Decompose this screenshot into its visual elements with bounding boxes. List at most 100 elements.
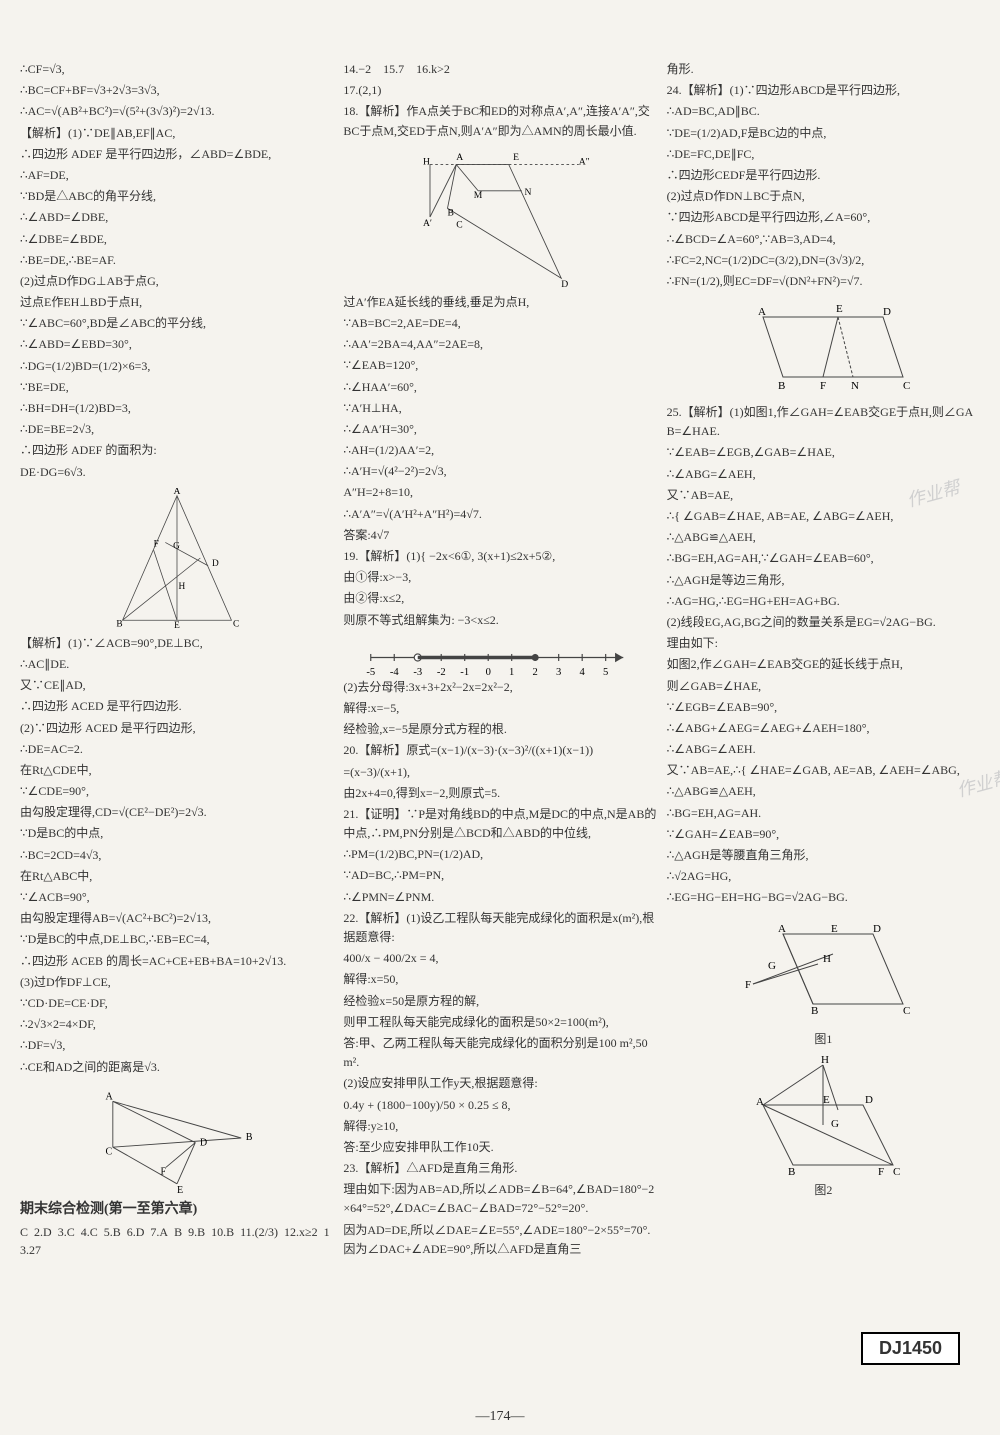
text-line: ∴BC=2CD=4√3, (20, 846, 333, 865)
column-3: 角形. 24.【解析】(1)∵四边形ABCD是平行四边形, ∴AD=BC,AD∥BC… (667, 60, 980, 1261)
text-line: 25.【解析】(1)如图1,作∠GAH=∠EAB交GE于点H,则∠GAB=∠HA… (667, 403, 980, 441)
svg-text:5: 5 (603, 667, 608, 678)
text-line: ∴∠DBE=∠BDE, (20, 230, 333, 249)
svg-text:C: C (903, 380, 910, 392)
text-line: ∴AD=BC,AD∥BC. (667, 102, 980, 121)
text-line: ∵D是BC的中点,DE⊥BC,∴EB=EC=4, (20, 930, 333, 949)
text-line: ∴△AGH是等边三角形, (667, 571, 980, 590)
text-line: 经检验,x=−5是原分式方程的根. (343, 720, 656, 739)
svg-text:N: N (524, 187, 531, 198)
text-line: ∴DE=BE=2√3, (20, 420, 333, 439)
text-line: ∴AC∥DE. (20, 655, 333, 674)
svg-text:4: 4 (580, 667, 586, 678)
answer-item: 9.B (188, 1225, 205, 1239)
text-line: 角形. (667, 60, 980, 79)
text-line: 24.【解析】(1)∵四边形ABCD是平行四边形, (667, 81, 980, 100)
text-line: 19.【解析】(1){ −2x<6①, 3(x+1)≤2x+5②, (343, 547, 656, 566)
text-line: ∴△ABG≌△AEH, (667, 528, 980, 547)
text-line: 22.【解析】(1)设乙工程队每天能完成绿化的面积是x(m²),根据题意得: (343, 909, 656, 947)
text-line: ∵AD=BC,∴PM=PN, (343, 866, 656, 885)
text-line: ∴AC=√(AB²+BC²)=√(5²+(3√3)²)=2√13. (20, 102, 333, 121)
text-line: 在Rt△ABC中, (20, 867, 333, 886)
text-line: ∴∠ABD=∠EBD=30°, (20, 335, 333, 354)
svg-text:G: G (768, 960, 776, 972)
svg-text:-5: -5 (366, 667, 375, 678)
text-line: ∴四边形 ADEF 是平行四边形，∠ABD=∠BDE, (20, 145, 333, 164)
answer-item: 6.D (127, 1225, 145, 1239)
svg-text:D: D (212, 559, 219, 569)
figure-parallelogram-1: A C B D E F (36, 1083, 318, 1193)
svg-text:B: B (788, 1166, 795, 1175)
page-number: —174— (476, 1409, 525, 1425)
svg-text:B: B (778, 380, 785, 392)
text-line: 20.【解析】原式=(x−1)/(x−3)·(x−3)²/((x+1)(x−1)… (343, 741, 656, 760)
svg-text:A: A (105, 1091, 113, 1102)
svg-text:M: M (474, 190, 483, 201)
figure-parallelogram-2: A D E B F N C (682, 297, 964, 397)
text-line: 解得:y≥10, (343, 1117, 656, 1136)
text-line: ∴DF=√3, (20, 1036, 333, 1055)
svg-text:B: B (811, 1005, 818, 1017)
column-2: 14.−2 15.7 16.k>217.(2,1)18.【解析】作A点关于BC和… (343, 60, 656, 1261)
text-line: ∴∠PMN=∠PNM. (343, 888, 656, 907)
text-line: ∴∠ABD=∠DBE, (20, 208, 333, 227)
text-line: ∴四边形 ACEB 的周长=AC+CE+EB+BA=10+2√13. (20, 952, 333, 971)
text-line: 经检验x=50是原方程的解, (343, 992, 656, 1011)
text-line: (2)线段EG,AG,BG之间的数量关系是EG=√2AG−BG. (667, 613, 980, 632)
svg-text:A: A (456, 152, 463, 163)
svg-text:D: D (561, 279, 568, 287)
text-line: ∵∠EGB=∠EAB=90°, (667, 698, 980, 717)
text-line: (2)设应安排甲队工作y天,根据题意得: (343, 1074, 656, 1093)
svg-text:-2: -2 (437, 667, 446, 678)
svg-text:1: 1 (509, 667, 514, 678)
svg-text:G: G (831, 1118, 839, 1130)
svg-text:-3: -3 (413, 667, 422, 678)
svg-text:F: F (878, 1166, 884, 1175)
answer-item: 5.B (104, 1225, 121, 1239)
answer-item: 10.B (211, 1225, 234, 1239)
text-line: 则∠GAB=∠HAE, (667, 677, 980, 696)
svg-text:2: 2 (533, 667, 538, 678)
text-line: ∴四边形 ACED 是平行四边形. (20, 697, 333, 716)
text-line: 答:至少应安排甲队工作10天. (343, 1138, 656, 1157)
svg-text:E: E (513, 152, 519, 163)
text-line: 如图2,作∠GAH=∠EAB交GE的延长线于点H, (667, 655, 980, 674)
svg-text:N: N (851, 380, 859, 392)
number-line: -5-4-3-2-1012345 (359, 634, 641, 674)
text-line: ∵∠ACB=90°, (20, 888, 333, 907)
text-line: ∴∠BCD=∠A=60°,∵AB=3,AD=4, (667, 230, 980, 249)
text-line: ∴FN=(1/2),则EC=DF=√(DN²+FN²)=√7. (667, 272, 980, 291)
text-line: ∴DG=(1/2)BD=(1/2)×6=3, (20, 357, 333, 376)
svg-text:B: B (116, 619, 122, 628)
col2-block-b: 过A′作EA延长线的垂线,垂足为点H,∵AB=BC=2,AE=DE=4,∴AA′… (343, 293, 656, 630)
svg-text:E: E (831, 923, 838, 935)
svg-text:B: B (447, 207, 453, 218)
text-line: ∴BH=DH=(1/2)BD=3, (20, 399, 333, 418)
text-line: 14.−2 15.7 16.k>2 (343, 60, 656, 79)
text-line: 18.【解析】作A点关于BC和ED的对称点A′,A″,连接A′A″,交BC于点M… (343, 102, 656, 140)
figure-diagram-2: H A E D G B C F (682, 1055, 964, 1175)
text-line: 由勾股定理得,CD=√(CE²−DE²)=2√3. (20, 803, 333, 822)
svg-text:E: E (836, 303, 843, 315)
text-line: ∴BG=EH,AG=AH,∵∠GAH=∠EAB=60°, (667, 549, 980, 568)
text-line: ∵AB=BC=2,AE=DE=4, (343, 314, 656, 333)
text-line: ∴∠HAA′=60°, (343, 378, 656, 397)
text-line: ∴AF=DE, (20, 166, 333, 185)
svg-text:H: H (178, 582, 185, 592)
text-line: ∴四边形 ADEF 的面积为: (20, 441, 333, 460)
svg-text:B: B (245, 1132, 252, 1143)
figure-diagram-1: A E D F G H B C (682, 914, 964, 1024)
text-line: ∴BG=EH,AG=AH. (667, 804, 980, 823)
svg-text:C: C (903, 1005, 910, 1017)
text-line: ∴DE=FC,DE∥FC, (667, 145, 980, 164)
text-line: ∵BD是△ABC的角平分线, (20, 187, 333, 206)
text-line: (2)过点D作DN⊥BC于点N, (667, 187, 980, 206)
answer-item: 4.C (81, 1225, 98, 1239)
text-line: 0.4y + (1800−100y)/50 × 0.25 ≤ 8, (343, 1096, 656, 1115)
text-line: ∴BC=CF+BF=√3+2√3=3√3, (20, 81, 333, 100)
text-line: DE·DG=6√3. (20, 463, 333, 482)
answer-item: 11.(2/3) (240, 1225, 278, 1239)
text-line: ∵BE=DE, (20, 378, 333, 397)
svg-text:-1: -1 (460, 667, 469, 678)
svg-text:D: D (883, 306, 891, 318)
